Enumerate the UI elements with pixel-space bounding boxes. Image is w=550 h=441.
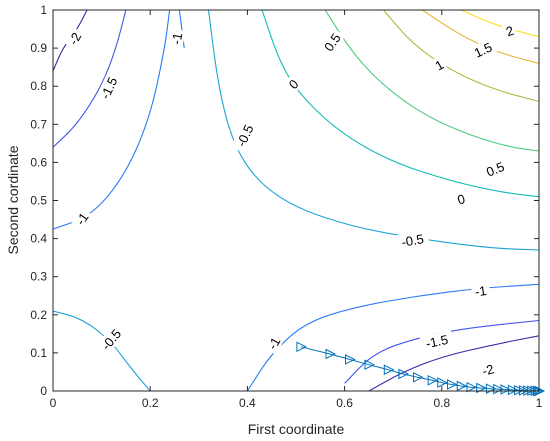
contour-label-text: 2 [504, 23, 516, 40]
trajectory-marker [427, 374, 439, 386]
x-tick-label: 0.8 [433, 396, 450, 410]
contour-label-bg [419, 330, 455, 352]
y-tick-label: 0 [40, 384, 47, 398]
y-tick-label: 0.8 [30, 79, 47, 93]
y-tick-label: 0.2 [30, 308, 47, 322]
trajectory-marker [466, 381, 478, 393]
contour-label-bg [468, 37, 498, 62]
contour-label-text: -1 [474, 283, 488, 299]
contour-label-bg [430, 55, 448, 75]
contour-label-bg [70, 206, 94, 231]
trajectory-marker [447, 379, 458, 390]
contour-line-neg0p5-1 [207, 10, 539, 251]
y-axis-label: Second cordinate [5, 145, 21, 254]
contour-label-bg [94, 70, 123, 106]
contour-label: -1 [470, 282, 491, 300]
contour-label-bg [284, 74, 303, 94]
x-tick-label: 0 [50, 396, 57, 410]
contour-line-neg1p5-0 [53, 10, 127, 148]
contour-label: -1 [167, 28, 186, 49]
contour-label: 1.5 [468, 37, 498, 62]
contour-lines [53, 10, 539, 391]
x-tick-label: 1 [536, 396, 543, 410]
y-tick-label: 0.6 [30, 155, 47, 169]
y-tick-label: 0.3 [30, 270, 47, 284]
contour-label: -1 [70, 206, 94, 231]
trajectory-marker [325, 348, 337, 360]
trajectory-marker [456, 380, 468, 392]
x-tick-label: 0.2 [142, 396, 159, 410]
contour-label: 0 [453, 190, 469, 208]
contour-label-bg [395, 229, 430, 251]
contour-label-text: -1 [169, 32, 186, 46]
contour-label: -1.5 [419, 330, 455, 352]
trajectory-marker [507, 384, 519, 396]
contour-label-text: -1.5 [424, 332, 449, 351]
contour-line-neg2-1 [368, 335, 539, 391]
trajectory-marker [364, 359, 376, 371]
contour-label-text: 0 [456, 191, 467, 207]
x-tick-label: 0.4 [239, 396, 256, 410]
contour-label-text: -0.5 [400, 231, 425, 250]
contour-label: -1 [262, 331, 285, 355]
contour-line-neg1p5-1 [344, 319, 539, 384]
y-tick-label: 0.4 [30, 232, 47, 246]
y-tick-label: 0.5 [30, 194, 47, 208]
contour-label-bg [318, 27, 346, 57]
trajectory-marker [398, 368, 410, 380]
contour-line-2-0 [460, 10, 539, 38]
contour-label-text: 1.5 [472, 39, 495, 60]
contour-line-1-0 [383, 10, 539, 102]
contour-label-bg [94, 322, 127, 357]
trajectory-marker [345, 354, 356, 365]
contour-line-1p5-0 [422, 10, 539, 64]
trajectory-marker [437, 377, 448, 388]
contour-label-bg [63, 26, 86, 50]
contour-label: 1 [430, 55, 448, 75]
trajectory-marker [500, 384, 512, 395]
y-tick-label: 0.7 [30, 117, 47, 131]
y-axis-ticks: 0 0.1 0.2 0.3 0.4 0.5 0.6 0.7 0.8 0.9 1 [30, 3, 539, 398]
x-tick-label: 0.6 [336, 396, 353, 410]
contour-label-bg [262, 331, 285, 355]
contour-label: -2 [477, 359, 499, 380]
trajectory-marker [296, 341, 308, 353]
contour-label-bg [477, 359, 499, 380]
contour-label-bg [230, 117, 259, 154]
x-axis-label: First coordinate [248, 421, 345, 437]
y-tick-label: 0.9 [30, 41, 47, 55]
contour-label: -2 [63, 26, 86, 50]
trajectory-marker [413, 371, 424, 383]
contour-label-bg [167, 28, 186, 49]
trajectory-marker [476, 382, 487, 394]
contour-label-bg [453, 190, 469, 208]
contour-label: -0.5 [395, 229, 430, 251]
trajectory-marker [383, 364, 395, 376]
y-tick-label: 0.1 [30, 346, 47, 360]
contour-line-0p5-0 [324, 10, 539, 152]
y-tick-label: 1 [40, 3, 47, 17]
contour-label: 0.5 [480, 157, 510, 181]
contour-label: 2 [501, 21, 518, 40]
contour-line-neg1-0 [53, 10, 171, 230]
contour-label-bg [501, 21, 518, 40]
x-axis-ticks: 0 0.2 0.4 0.6 0.8 1 [50, 10, 543, 410]
contour-label-text: -2 [480, 361, 495, 378]
contour-label-text: 0.5 [484, 159, 506, 180]
contour-line-neg1-1 [246, 283, 539, 391]
contour-label-bg [480, 157, 510, 181]
contour-label-bg [470, 282, 491, 300]
